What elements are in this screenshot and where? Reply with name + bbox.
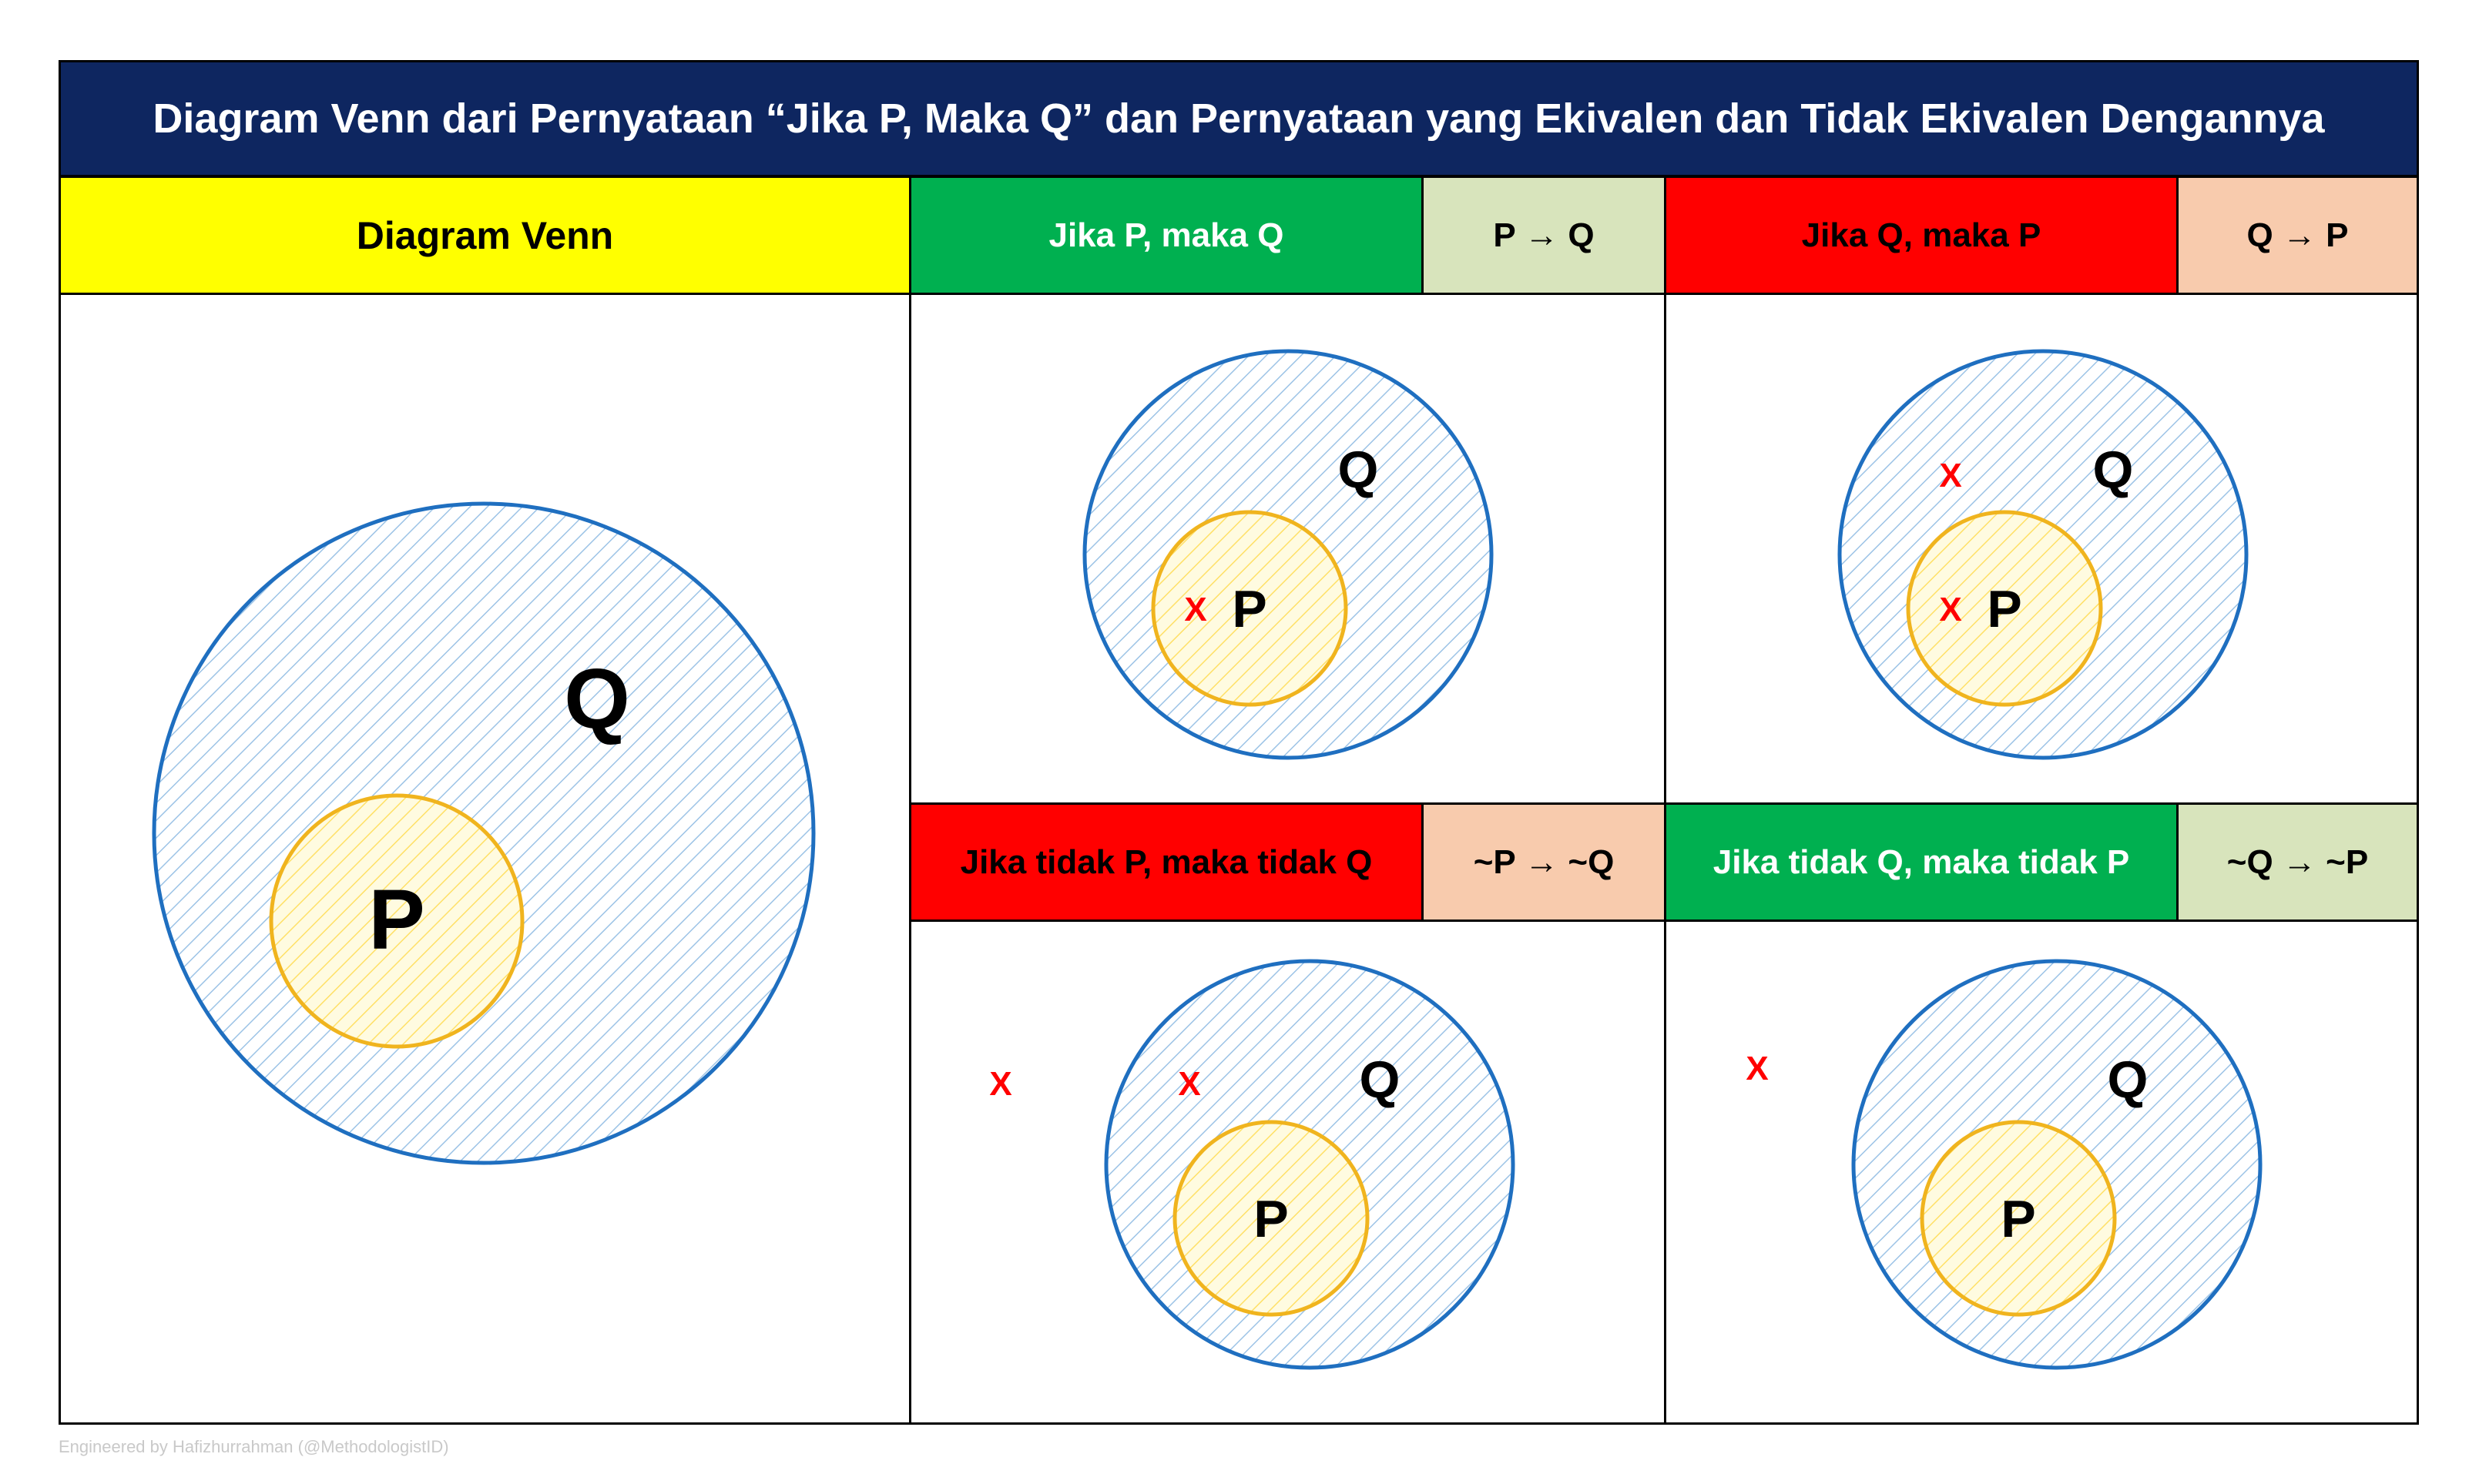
x-marker: X	[1746, 1050, 1768, 1087]
statement-header-not-q-implies-not-p: Jika tidak Q, maka tidak P	[1664, 802, 2179, 922]
credit-text: Engineered by Hafizhurrahman (@Methodolo…	[59, 1437, 449, 1456]
venn-not-q-implies-not-p: Q P X	[1746, 959, 2263, 1370]
x-marker: X	[989, 1065, 1011, 1103]
q-label: Q	[1338, 441, 1379, 499]
p-label: P	[1253, 1190, 1288, 1248]
p-set-circle	[1151, 510, 1348, 707]
p-label: P	[2001, 1190, 2035, 1248]
x-marker: X	[1184, 591, 1206, 628]
statement-header-q-implies-p: Jika Q, maka P	[1664, 176, 2179, 295]
p-set-circle	[269, 793, 525, 1049]
x-marker: X	[1178, 1065, 1200, 1103]
q-label: Q	[2108, 1050, 2149, 1109]
page-title: Diagram Venn dari Pernyataan “Jika P, Ma…	[59, 60, 2419, 177]
venn-p-implies-q: Q P X	[1082, 349, 1494, 760]
p-label: P	[1232, 580, 1266, 638]
statement-header-not-p-implies-not-q: Jika tidak P, maka tidak Q	[909, 802, 1424, 922]
p-set-circle	[1920, 1120, 2117, 1317]
x-marker: X	[1939, 457, 1961, 494]
p-set-circle	[1906, 510, 2103, 707]
p-label: P	[1987, 580, 2021, 638]
q-label: Q	[564, 652, 630, 746]
p-label: P	[368, 873, 424, 967]
main-venn: Q P	[152, 501, 816, 1165]
q-label: Q	[1360, 1050, 1401, 1109]
p-set-circle	[1172, 1120, 1370, 1317]
venn-q-implies-p: Q P X X	[1837, 349, 2249, 760]
symbol-header-not-q-implies-not-p: ~Q → ~P	[2176, 802, 2419, 922]
venn-not-p-implies-not-q: Q P X X	[989, 959, 1515, 1370]
x-marker: X	[1939, 591, 1961, 628]
symbol-header-q-implies-p: Q → P	[2176, 176, 2419, 295]
q-label: Q	[2093, 441, 2134, 499]
